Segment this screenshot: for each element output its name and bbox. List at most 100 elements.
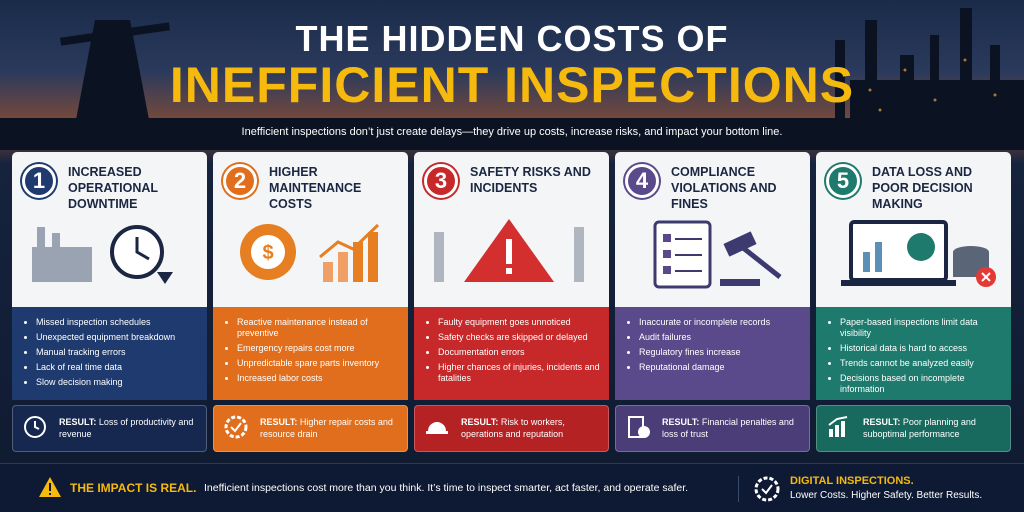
card-bullets: Reactive maintenance instead of preventi… bbox=[213, 307, 408, 400]
bullet-list: Inaccurate or incomplete records Audit fa… bbox=[627, 317, 802, 373]
card: 4 COMPLIANCE VIOLATIONS AND FINES Inaccura… bbox=[615, 152, 810, 455]
bullet: Regulatory fines increase bbox=[639, 347, 802, 358]
card-illustration bbox=[831, 217, 1001, 297]
bullet: Missed inspection schedules bbox=[36, 317, 199, 328]
card-number: 2 bbox=[223, 164, 257, 198]
result-box: RESULT: Poor planning and suboptimal per… bbox=[816, 405, 1011, 452]
cta-text: Lower Costs. Higher Safety. Better Resul… bbox=[790, 490, 983, 501]
bullet-list: Missed inspection schedules Unexpected eq… bbox=[24, 317, 199, 388]
icon bbox=[628, 416, 650, 438]
bullet: Faulty equipment goes unnoticed bbox=[438, 317, 601, 328]
icon bbox=[224, 415, 248, 439]
card: 3 SAFETY RISKS AND INCIDENTS Faulty equipm… bbox=[414, 152, 609, 455]
result-label: RESULT: bbox=[461, 417, 499, 427]
bullet: Trends cannot be analyzed easily bbox=[840, 358, 1003, 369]
card-title: HIGHER MAINTENANCE COSTS bbox=[269, 165, 362, 211]
card-number: 4 bbox=[625, 164, 659, 198]
icon bbox=[828, 416, 848, 437]
icon bbox=[24, 416, 46, 438]
result-label: RESULT: bbox=[863, 417, 901, 427]
result-label: RESULT: bbox=[662, 417, 700, 427]
card-bullets: Inaccurate or incomplete records Audit fa… bbox=[615, 307, 810, 400]
bullet: Audit failures bbox=[639, 332, 802, 343]
impact-text: Inefficient inspections cost more than y… bbox=[204, 482, 689, 494]
background-scene bbox=[0, 8, 1024, 150]
card-header: 4 COMPLIANCE VIOLATIONS AND FINES bbox=[615, 152, 810, 307]
card-title: SAFETY RISKS AND INCIDENTS bbox=[470, 165, 591, 195]
card-illustration: $ bbox=[228, 217, 398, 297]
result-icon bbox=[827, 415, 853, 444]
icon bbox=[426, 422, 448, 434]
result-text: Financial penalties and loss of trust bbox=[662, 417, 794, 439]
bullet-list: Faulty equipment goes unnoticed Safety ch… bbox=[426, 317, 601, 384]
warning-icon bbox=[39, 477, 61, 497]
card-illustration bbox=[429, 217, 599, 297]
title-line1: THE HIDDEN COSTS OF bbox=[295, 18, 729, 59]
illustration bbox=[841, 220, 996, 287]
bullet: Unpredictable spare parts inventory bbox=[237, 358, 400, 369]
card-bullets: Paper-based inspections limit data visib… bbox=[816, 307, 1011, 400]
card-header: 3 SAFETY RISKS AND INCIDENTS bbox=[414, 152, 609, 307]
bullet: Manual tracking errors bbox=[36, 347, 199, 358]
subtitle: Inefficient inspections don’t just creat… bbox=[241, 126, 783, 138]
card-bullets: Faulty equipment goes unnoticed Safety ch… bbox=[414, 307, 609, 400]
bullet: Inaccurate or incomplete records bbox=[639, 317, 802, 328]
bullet: Reactive maintenance instead of preventi… bbox=[237, 317, 400, 339]
result-text: Risk to workers, operations and reputati… bbox=[461, 417, 565, 439]
result-box: RESULT: Financial penalties and loss of … bbox=[615, 405, 810, 452]
card-number: 1 bbox=[22, 164, 56, 198]
card-title: INCREASED OPERATIONAL DOWNTIME bbox=[68, 165, 158, 211]
result-text: Poor planning and suboptimal performance bbox=[863, 417, 976, 439]
gear-check-icon bbox=[754, 476, 780, 502]
result-label: RESULT: bbox=[59, 417, 97, 427]
result-box: RESULT: Loss of productivity and revenue bbox=[12, 405, 207, 452]
card-illustration bbox=[630, 217, 800, 297]
impact-label: THE IMPACT IS REAL. bbox=[70, 481, 197, 495]
result-icon bbox=[23, 415, 49, 444]
result-box: RESULT: Higher repair costs and resource… bbox=[213, 405, 408, 452]
cta-title: DIGITAL INSPECTIONS. bbox=[790, 475, 914, 487]
svg-text:$: $ bbox=[262, 242, 273, 264]
card-illustration bbox=[27, 217, 197, 297]
card-number: 3 bbox=[424, 164, 458, 198]
result-box: RESULT: Risk to workers, operations and … bbox=[414, 405, 609, 452]
card-header: 2 HIGHER MAINTENANCE COSTS $ bbox=[213, 152, 408, 307]
result-label: RESULT: bbox=[260, 417, 298, 427]
result-text: Higher repair costs and resource drain bbox=[260, 417, 393, 439]
result-icon bbox=[425, 415, 451, 444]
bullet: Higher chances of injuries, incidents an… bbox=[438, 362, 601, 384]
bullet: Documentation errors bbox=[438, 347, 601, 358]
card-header: 1 INCREASED OPERATIONAL DOWNTIME bbox=[12, 152, 207, 307]
divider bbox=[738, 476, 739, 502]
illustration bbox=[32, 225, 173, 284]
card-title: COMPLIANCE VIOLATIONS AND FINES bbox=[671, 165, 777, 211]
bullet-list: Paper-based inspections limit data visib… bbox=[828, 317, 1003, 395]
bullet: Slow decision making bbox=[36, 377, 199, 388]
bullet: Emergency repairs cost more bbox=[237, 343, 400, 354]
card: 5 DATA LOSS AND POOR DECISION MAKING Paper… bbox=[816, 152, 1011, 455]
bullet: Unexpected equipment breakdown bbox=[36, 332, 199, 343]
card-bullets: Missed inspection schedules Unexpected eq… bbox=[12, 307, 207, 400]
bullet: Decisions based on incomplete informatio… bbox=[840, 373, 1003, 395]
result-icon bbox=[224, 415, 250, 444]
result-text: Loss of productivity and revenue bbox=[59, 417, 194, 439]
footer: THE IMPACT IS REAL. Inefficient inspecti… bbox=[0, 463, 1024, 512]
card-title: DATA LOSS AND POOR DECISION MAKING bbox=[872, 165, 973, 211]
illustration bbox=[434, 219, 584, 282]
bullet-list: Reactive maintenance instead of preventi… bbox=[225, 317, 400, 384]
card-number: 5 bbox=[826, 164, 860, 198]
bullet: Paper-based inspections limit data visib… bbox=[840, 317, 1003, 339]
title-line2: INEFFICIENT INSPECTIONS bbox=[169, 57, 855, 113]
card: 2 HIGHER MAINTENANCE COSTS $ Reactive maint… bbox=[213, 152, 408, 455]
card: 1 INCREASED OPERATIONAL DOWNTIME Missed in… bbox=[12, 152, 207, 455]
result-icon bbox=[626, 415, 652, 444]
illustration: $ bbox=[240, 223, 380, 282]
bullet: Lack of real time data bbox=[36, 362, 199, 373]
bullet: Reputational damage bbox=[639, 362, 802, 373]
bullet: Safety checks are skipped or delayed bbox=[438, 332, 601, 343]
bullet: Historical data is hard to access bbox=[840, 343, 1003, 354]
card-header: 5 DATA LOSS AND POOR DECISION MAKING bbox=[816, 152, 1011, 307]
illustration bbox=[653, 220, 782, 289]
bullet: Increased labor costs bbox=[237, 373, 400, 384]
